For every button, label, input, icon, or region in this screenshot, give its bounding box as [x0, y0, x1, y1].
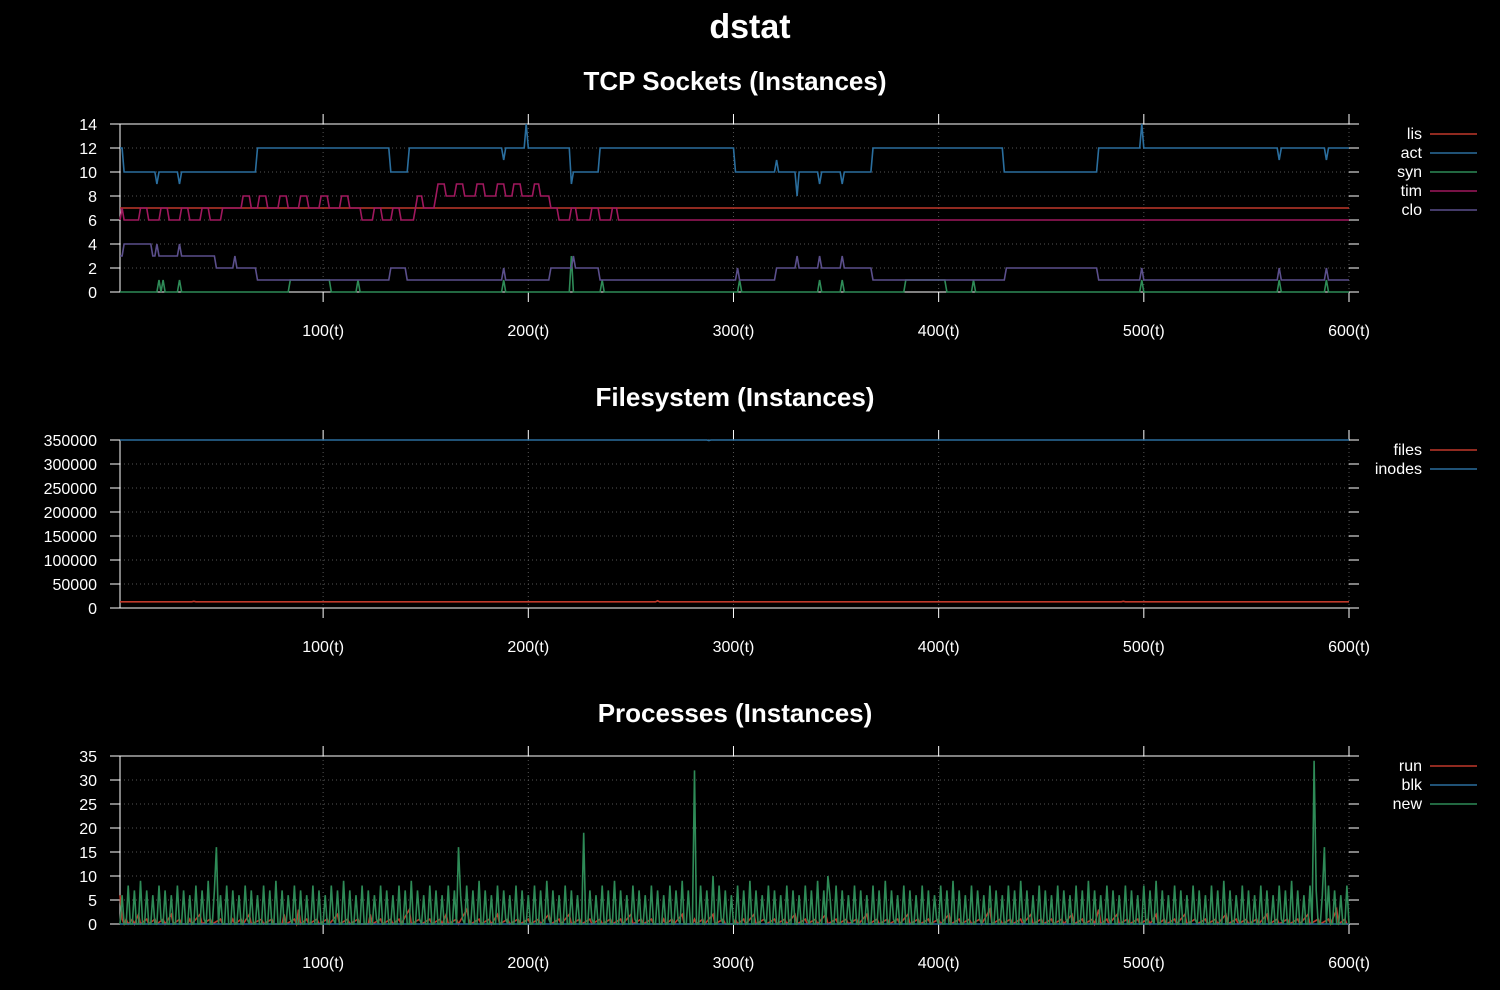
chart-title: Filesystem (Instances) [596, 382, 875, 412]
legend-label-act: act [1401, 145, 1423, 162]
x-tick-label: 600(t) [1328, 639, 1370, 656]
series-line-new [119, 760, 1350, 925]
legend-label-tim: tim [1401, 183, 1422, 200]
x-tick-label: 200(t) [507, 639, 549, 656]
legend-label-syn: syn [1397, 164, 1422, 181]
x-tick-label: 100(t) [302, 955, 344, 972]
chart-panel-3: Processes (Instances) 0 5 10 15 20 25 30 35 100(t… [79, 698, 1477, 972]
y-tick-label: 150000 [44, 529, 97, 546]
series-line-syn [120, 255, 1349, 293]
legend-label-run: run [1399, 758, 1422, 775]
legend-label-clo: clo [1402, 202, 1423, 219]
x-tick-label: 200(t) [507, 323, 549, 340]
y-tick-label: 8 [88, 189, 97, 206]
legend-label-new: new [1393, 796, 1423, 813]
y-tick-label: 0 [88, 285, 97, 302]
y-tick-label: 4 [88, 237, 97, 254]
x-tick-label: 100(t) [302, 639, 344, 656]
x-tick-label: 600(t) [1328, 955, 1370, 972]
chart-panel-2: Filesystem (Instances) 0 50000 100000 150000… [44, 382, 1477, 656]
x-tick-label: 500(t) [1123, 955, 1165, 972]
y-tick-label: 35 [79, 749, 97, 766]
x-tick-label: 400(t) [918, 323, 960, 340]
y-tick-label: 0 [88, 917, 97, 934]
y-tick-label: 6 [88, 213, 97, 230]
y-tick-label: 20 [79, 821, 97, 838]
legend-label-inodes: inodes [1375, 461, 1422, 478]
x-tick-label: 300(t) [713, 323, 755, 340]
y-tick-label: 12 [79, 141, 97, 158]
y-tick-label: 300000 [44, 457, 97, 474]
x-tick-label: 400(t) [918, 639, 960, 656]
legend-label-blk: blk [1402, 777, 1423, 794]
y-tick-label: 350000 [44, 433, 97, 450]
y-tick-label: 30 [79, 773, 97, 790]
y-tick-label: 250000 [44, 481, 97, 498]
y-tick-label: 200000 [44, 505, 97, 522]
y-tick-label: 14 [79, 117, 97, 134]
x-tick-label: 300(t) [713, 955, 755, 972]
x-tick-label: 500(t) [1123, 323, 1165, 340]
y-tick-label: 0 [88, 601, 97, 618]
series-line-files [120, 599, 1349, 603]
x-tick-label: 400(t) [918, 955, 960, 972]
chart-title: Processes (Instances) [598, 698, 873, 728]
y-tick-label: 50000 [53, 577, 98, 594]
x-tick-label: 200(t) [507, 955, 549, 972]
x-tick-label: 600(t) [1328, 323, 1370, 340]
legend-label-files: files [1394, 442, 1422, 459]
x-tick-label: 500(t) [1123, 639, 1165, 656]
y-tick-label: 5 [88, 893, 97, 910]
y-tick-label: 2 [88, 261, 97, 278]
x-tick-label: 300(t) [713, 639, 755, 656]
y-tick-label: 10 [79, 869, 97, 886]
series-line-clo [120, 243, 1349, 281]
y-tick-label: 10 [79, 165, 97, 182]
x-tick-label: 100(t) [302, 323, 344, 340]
page-title: dstat [709, 8, 791, 46]
chart-title: TCP Sockets (Instances) [584, 66, 887, 96]
y-tick-label: 100000 [44, 553, 97, 570]
y-tick-label: 15 [79, 845, 97, 862]
y-tick-label: 25 [79, 797, 97, 814]
series-line-inodes [120, 439, 1349, 442]
series-line-act [120, 123, 1349, 197]
chart-panel-1: TCP Sockets (Instances) 0 2 4 6 8 10 12 14 100(t)… [79, 66, 1477, 340]
legend-label-lis: lis [1407, 126, 1422, 143]
series-line-tim [119, 183, 1349, 221]
